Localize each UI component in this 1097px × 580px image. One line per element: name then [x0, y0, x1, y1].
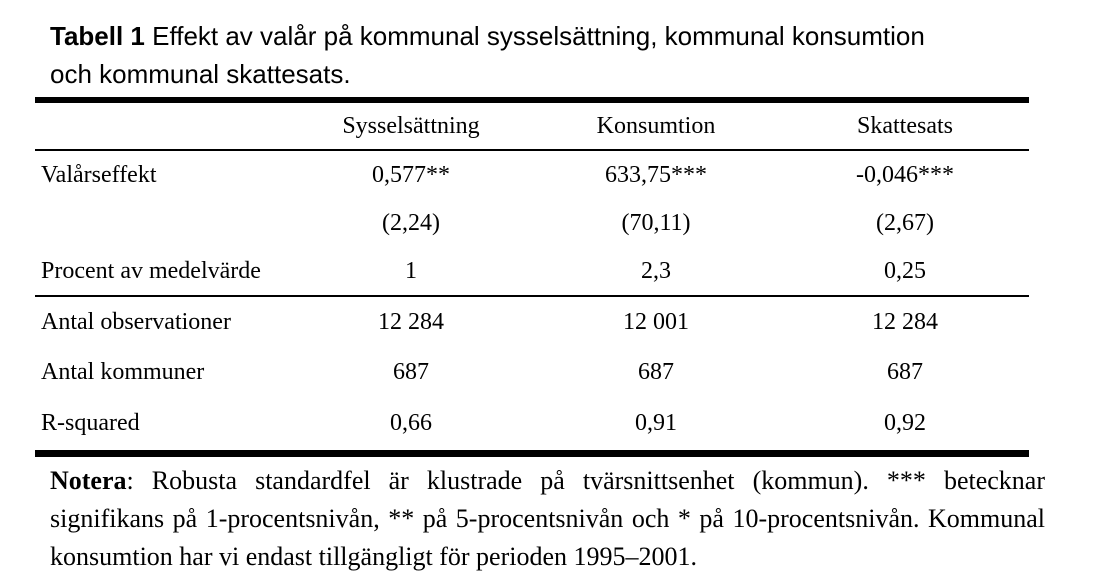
cell-value: 1	[405, 257, 417, 284]
cell-value: 12 001	[623, 308, 689, 335]
row-procent-av-medelvarde: Procent av medelvärde 1 2,3 0,25	[35, 247, 1029, 295]
cell-value: (2,24)	[382, 209, 440, 236]
col-header-skattesats: Skattesats	[857, 112, 953, 139]
table-note-text: : Robusta standardfel är klustrade på tv…	[50, 466, 1045, 571]
cell-value: (2,67)	[876, 209, 934, 236]
row-label: Valårseffekt	[41, 161, 157, 188]
table-header-row: Sysselsättning Konsumtion Skattesats	[35, 103, 1029, 151]
table-note-label: Notera	[50, 466, 127, 495]
row-label: Antal kommuner	[41, 358, 205, 385]
table-caption: Tabell 1 Effekt av valår på kommunal sys…	[50, 17, 1030, 93]
cell-value: 12 284	[872, 308, 938, 335]
cell-value: 0,92	[884, 410, 926, 436]
cell-value: -0,046***	[856, 161, 954, 188]
row-label: Antal observationer	[41, 308, 231, 335]
table-caption-text-line2: och kommunal skattesats.	[50, 59, 351, 89]
col-header-konsumtion: Konsumtion	[596, 112, 716, 139]
results-table: Sysselsättning Konsumtion Skattesats Val…	[35, 97, 1029, 457]
table-caption-number: Tabell 1	[50, 21, 145, 51]
cell-value: 687	[638, 358, 674, 385]
row-label: R-squared	[41, 410, 140, 436]
row-antal-observationer: Antal observationer 12 284 12 001 12 284	[35, 295, 1029, 347]
cell-value: 687	[887, 358, 923, 385]
row-antal-kommuner: Antal kommuner 687 687 687	[35, 347, 1029, 397]
cell-value: 12 284	[378, 308, 444, 335]
cell-value: 2,3	[641, 257, 671, 284]
row-r-squared: R-squared 0,66 0,91 0,92	[35, 397, 1029, 450]
cell-value: 0,577**	[372, 161, 450, 188]
row-valarseffekt: Valårseffekt 0,577** 633,75*** -0,046***	[35, 151, 1029, 199]
cell-value: (70,11)	[621, 209, 691, 236]
cell-value: 633,75***	[605, 161, 707, 188]
cell-value: 0,66	[390, 410, 432, 436]
row-label: Procent av medelvärde	[41, 257, 261, 284]
table-caption-text-line1: Effekt av valår på kommunal sysselsättni…	[152, 21, 925, 51]
table-note: Notera: Robusta standardfel är klustrade…	[50, 462, 1045, 576]
cell-value: 687	[393, 358, 429, 385]
col-header-sysselsattning: Sysselsättning	[342, 112, 480, 139]
cell-value: 0,91	[635, 410, 677, 436]
cell-value: 0,25	[884, 257, 926, 284]
row-standard-errors: (2,24) (70,11) (2,67)	[35, 199, 1029, 247]
